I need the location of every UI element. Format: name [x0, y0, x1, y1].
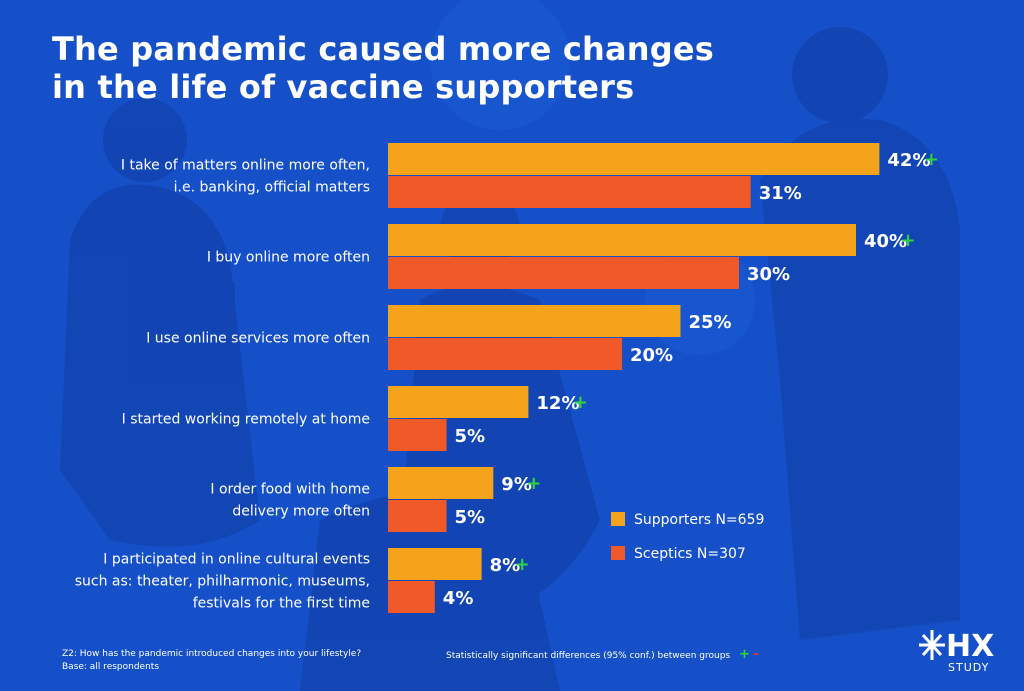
category-label: such as: theater, philharmonic, museums, — [75, 574, 370, 590]
bar — [388, 176, 751, 208]
data-label: 12% — [536, 393, 579, 414]
category-label: I order food with home — [210, 482, 370, 498]
title-line-2: in the life of vaccine supporters — [52, 68, 635, 106]
data-label: 30% — [747, 264, 790, 285]
category-label: festivals for the first time — [193, 596, 370, 612]
figure-right-head — [792, 27, 888, 123]
significance-plus-icon: + — [738, 647, 750, 662]
data-label: 8% — [490, 555, 521, 576]
data-label: 31% — [759, 183, 802, 204]
significance-plus-icon: + — [526, 473, 541, 494]
data-label: 5% — [455, 426, 486, 447]
footer-question: Z2: How has the pandemic introduced chan… — [62, 649, 362, 659]
legend-label: Sceptics N=307 — [634, 546, 746, 562]
legend-swatch — [611, 546, 625, 560]
significance-note: Statistically significant differences (9… — [446, 648, 759, 663]
category-label: I buy online more often — [207, 250, 370, 266]
data-label: 42% — [887, 150, 930, 171]
bar — [388, 257, 739, 289]
bar — [388, 386, 529, 418]
data-label: 25% — [689, 312, 732, 333]
bar — [388, 548, 482, 580]
footer-base: Base: all respondents — [62, 662, 160, 672]
hx-study-logo: HX STUDY — [919, 629, 994, 674]
logo-main: HX — [946, 629, 994, 664]
bar — [388, 224, 856, 256]
legend-label: Supporters N=659 — [634, 512, 764, 528]
significance-plus-icon: + — [901, 230, 916, 251]
bar — [388, 419, 447, 451]
data-label: 5% — [455, 507, 486, 528]
category-label: i.e. banking, official matters — [174, 180, 370, 196]
significance-plus-icon: + — [924, 149, 939, 170]
clipboard-shape — [165, 280, 235, 350]
bar — [388, 467, 494, 499]
significance-plus-icon: + — [515, 554, 530, 575]
figure-left-head — [103, 98, 187, 182]
star-icon — [919, 630, 945, 660]
bar — [388, 338, 622, 370]
category-label: delivery more often — [232, 504, 370, 520]
bar — [388, 143, 880, 175]
figure-left-body — [60, 184, 260, 547]
category-label: I use online services more often — [146, 331, 370, 347]
logo-sub: STUDY — [948, 661, 989, 674]
bar — [388, 305, 681, 337]
category-label: I participated in online cultural events — [103, 552, 370, 568]
category-label: I take of matters online more often, — [121, 158, 370, 174]
bg-circle-1 — [430, 0, 570, 130]
bar — [388, 581, 435, 613]
significance-plus-icon: + — [573, 392, 588, 413]
category-label: I started working remotely at home — [122, 412, 370, 428]
bar — [388, 500, 447, 532]
data-label: 20% — [630, 345, 673, 366]
title-line-1: The pandemic caused more changes — [52, 30, 715, 68]
significance-minus-icon: – — [752, 647, 760, 662]
chart-title: The pandemic caused more changes in the … — [52, 30, 772, 106]
data-label: 40% — [864, 231, 907, 252]
data-label: 4% — [443, 588, 474, 609]
data-label: 9% — [501, 474, 532, 495]
significance-note-text: Statistically significant differences (9… — [446, 651, 731, 661]
legend-swatch — [611, 512, 625, 526]
